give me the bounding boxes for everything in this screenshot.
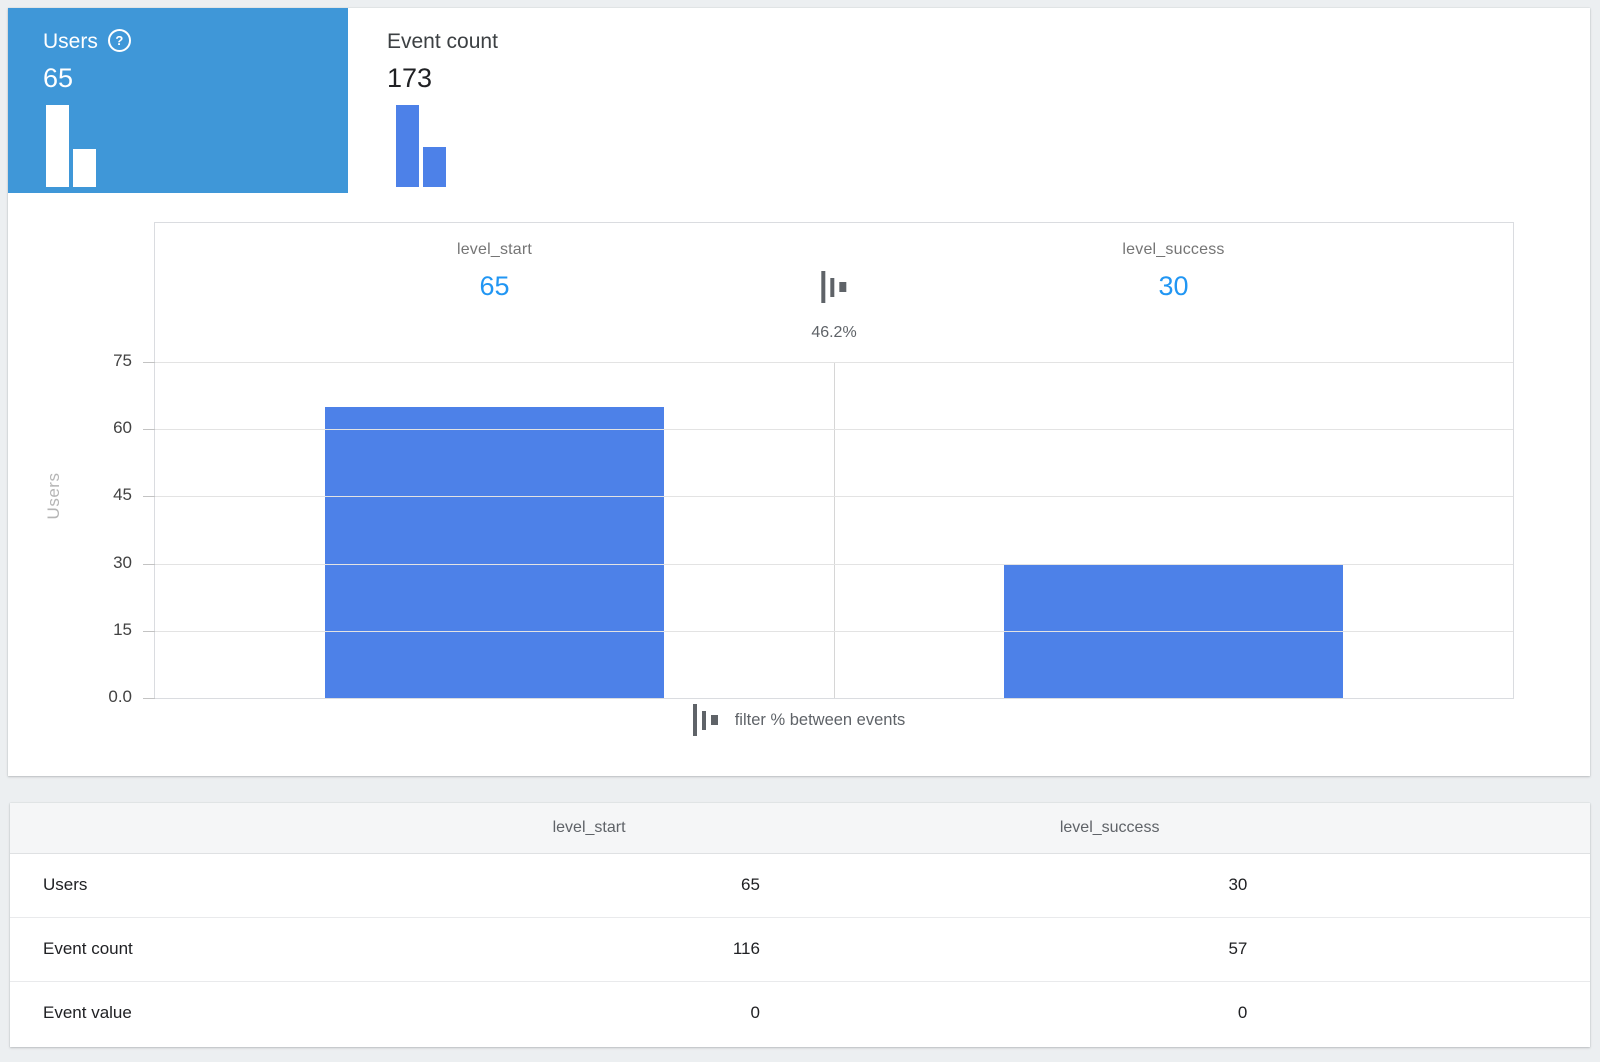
gridline (155, 631, 1513, 632)
filter-note-text: filter % between events (734, 710, 906, 729)
mini-bar (73, 149, 96, 187)
metric-tab-title: Users ? (43, 29, 348, 54)
metric-tab-label: Users (43, 30, 98, 53)
table-row-event-count: Event count 116 57 (10, 916, 1590, 981)
table-header-level-success: level_success (788, 803, 1431, 854)
cell-value: 116 (389, 916, 789, 981)
metric-tab-title: Event count (387, 30, 708, 54)
metric-tab-event-count[interactable]: Event count 173 (348, 8, 708, 193)
event-users-value: 30 (1158, 271, 1189, 301)
table-header-empty (10, 803, 390, 854)
table-row-event-value: Event value 0 0 (10, 980, 1590, 1045)
metric-tab-value: 173 (387, 63, 433, 93)
gridline (155, 564, 1513, 565)
mini-bar (46, 105, 69, 187)
cell-value: 57 (788, 916, 1431, 981)
event-name: level_start (456, 241, 533, 258)
event-column-level-start: level_start 65 (155, 241, 834, 302)
table-header-row: level_start level_success (10, 803, 1590, 854)
metric-tab-label: Event count (387, 30, 498, 53)
metric-tab-users[interactable]: Users ? 65 (8, 8, 348, 193)
mini-bar-chart-icon (396, 103, 446, 187)
axis-tick-label: 45 (113, 485, 132, 504)
gridline (155, 496, 1513, 497)
axis-tick (143, 631, 155, 632)
y-axis-title: Users (44, 472, 63, 520)
axis-tick-label: 60 (113, 418, 132, 437)
table-header-filler (1430, 803, 1590, 854)
gridline (155, 362, 1513, 363)
bar-filter-icon (821, 271, 847, 303)
plot-area: 75 60 45 30 15 0.0 (108, 351, 1513, 706)
cell-value: 30 (1228, 875, 1248, 894)
axis-tick-label: 15 (113, 620, 132, 639)
table-row-users: Users 65 30 (10, 853, 1590, 917)
axis-tick (143, 362, 155, 363)
filter-note: filter % between events (8, 704, 1590, 736)
conversion-rate-block: 46.2% (811, 271, 857, 342)
event-users-value: 65 (479, 271, 510, 301)
axis-tick-label: 75 (113, 351, 132, 370)
column-divider (834, 362, 835, 698)
chart-header: level_start 65 level_success 30 46.2% (155, 223, 1513, 362)
mini-bar (396, 105, 419, 187)
mini-bar (423, 147, 446, 187)
bar-level-start[interactable] (324, 407, 665, 698)
axis-tick-label: 30 (113, 553, 132, 572)
table-header-level-start: level_start (389, 803, 789, 854)
events-data-table-card: level_start level_success Users 65 30 Ev… (10, 803, 1590, 1047)
axis-tick-label: 0.0 (108, 687, 132, 706)
event-column-level-success: level_success 30 (834, 241, 1513, 302)
gridline (155, 429, 1513, 430)
events-data-table: level_start level_success Users 65 30 Ev… (10, 803, 1590, 1045)
cell-value: 0 (389, 980, 789, 1045)
mini-bar-chart-icon (46, 103, 96, 187)
axis-tick (143, 564, 155, 565)
cell-value: 0 (788, 980, 1431, 1045)
metric-tab-value: 65 (43, 63, 74, 93)
axis-tick (143, 698, 155, 699)
events-chart-card: Users ? 65 Event count 173 Users l (8, 8, 1590, 776)
cell-value: 65 (741, 875, 760, 894)
row-label: Event count (10, 916, 390, 981)
event-name: level_success (1122, 241, 1225, 258)
help-icon[interactable]: ? (107, 29, 131, 52)
row-label: Users (43, 875, 88, 894)
bar-filter-icon (692, 704, 718, 736)
axis-tick (143, 496, 155, 497)
chart-panel: level_start 65 level_success 30 46.2% 75… (108, 222, 1514, 706)
axis-tick (143, 429, 155, 430)
conversion-rate-value: 46.2% (811, 324, 857, 341)
row-label: Event value (10, 980, 390, 1045)
